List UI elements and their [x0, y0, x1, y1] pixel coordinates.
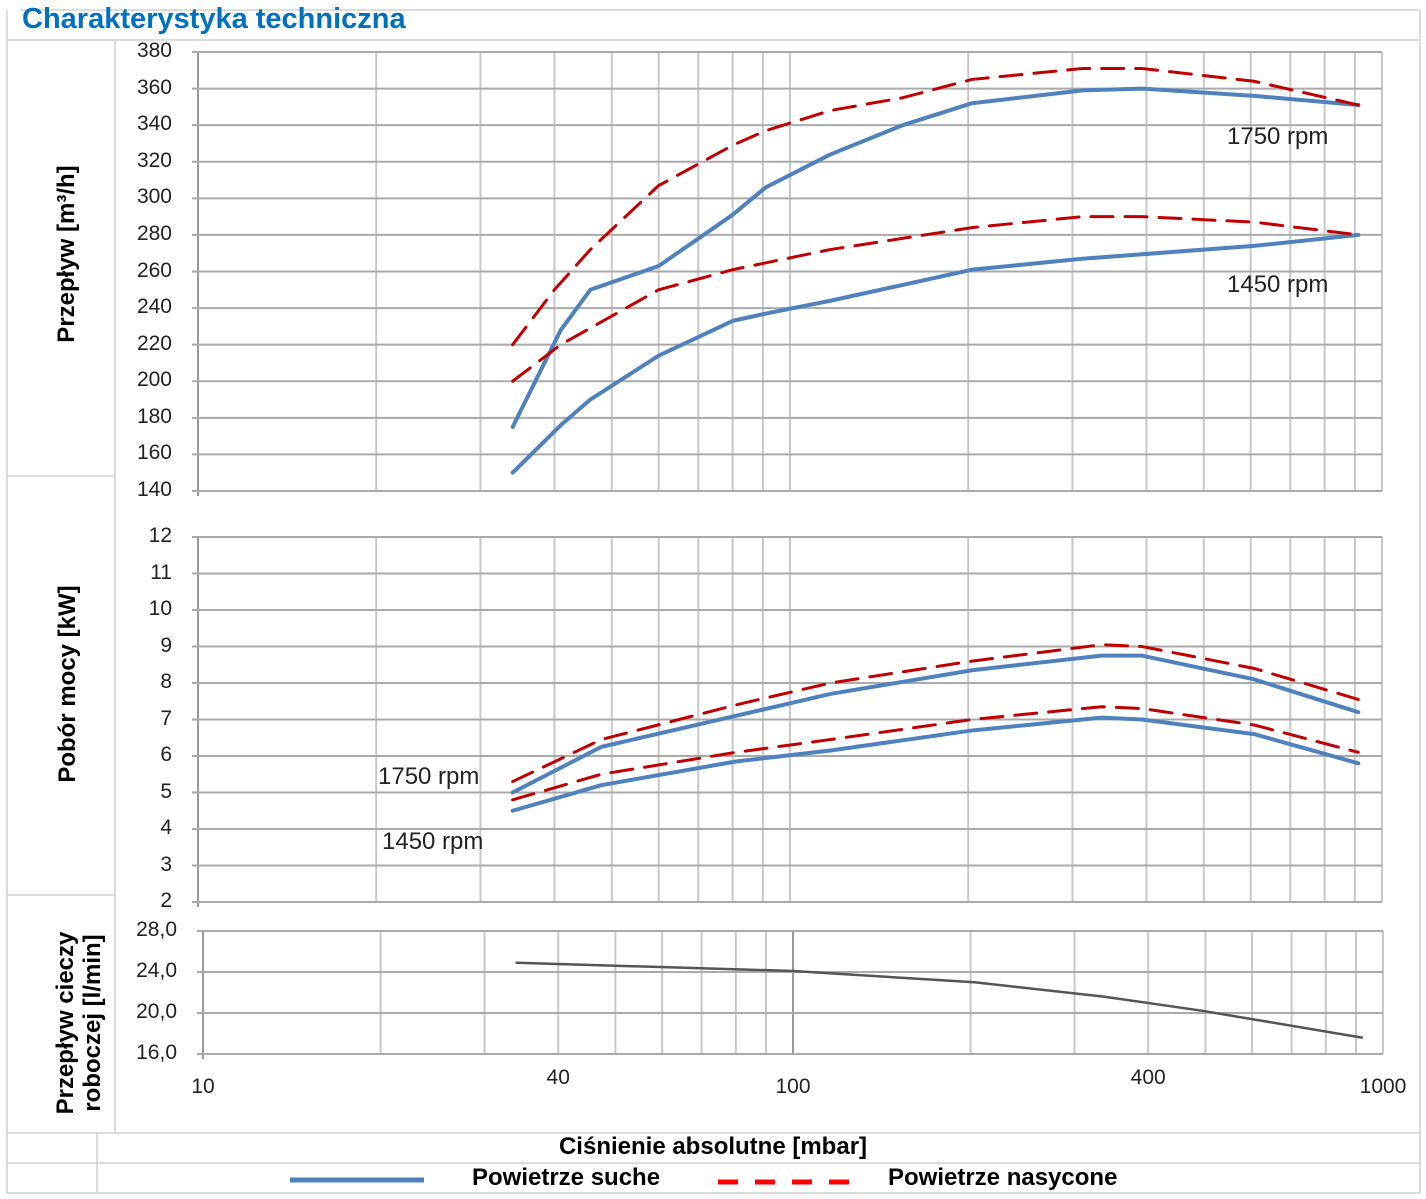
y-tick-label: 24,0: [136, 959, 177, 982]
y-tick-label: 340: [136, 112, 172, 136]
x-tick-label: 10: [191, 1075, 215, 1098]
annotation-1750-rpm: 1750 rpm: [378, 763, 480, 790]
series-line-dry: [510, 232, 1361, 475]
legend-dry-label: Powietrze suche: [472, 1164, 661, 1191]
series-line-dry: [510, 86, 1361, 429]
annotation-1450-rpm: 1450 rpm: [382, 828, 484, 855]
series-line-dry: [510, 653, 1361, 795]
series-line-wet: [511, 705, 1360, 802]
annotation-1450-rpm: 1450 rpm: [1227, 271, 1329, 298]
y-tick-label: 320: [136, 148, 172, 172]
annotation-1750-rpm: 1750 rpm: [1227, 123, 1329, 150]
x-tick-label: 1000: [1359, 1075, 1407, 1098]
y-tick-label: 28,0: [136, 918, 177, 941]
top-y-axis-label: Przepływ [m³/h]: [53, 165, 80, 343]
mid-y-axis-label: Pobór mocy [kW]: [54, 585, 81, 783]
y-tick-label: 20,0: [136, 1000, 177, 1023]
y-tick-label: 140: [136, 478, 172, 501]
y-tick-label: 8: [160, 670, 172, 693]
y-tick-label: 7: [160, 706, 172, 730]
x-tick-label: 400: [1130, 1066, 1166, 1089]
series-line-liquid: [515, 961, 1364, 1039]
y-tick-label: 300: [136, 185, 172, 209]
series-line-dry: [510, 715, 1361, 813]
legend-wet-label: Powietrze nasycone: [888, 1164, 1118, 1191]
y-tick-label: 3: [160, 852, 172, 876]
series-line-wet: [511, 66, 1360, 347]
y-tick-label: 380: [136, 39, 172, 62]
y-tick-label: 4: [160, 816, 172, 839]
y-tick-label: 10: [148, 597, 172, 620]
x-axis-label: Ciśnienie absolutne [mbar]: [558, 1133, 868, 1160]
series-line-wet: [511, 215, 1360, 383]
y-tick-label: 220: [136, 331, 172, 355]
y-tick-label: 180: [136, 404, 172, 428]
y-tick-label: 240: [136, 295, 172, 319]
series-line-wet: [511, 643, 1360, 784]
page-title: Charakterystyka techniczna: [22, 3, 406, 35]
y-tick-label: 11: [150, 560, 172, 584]
y-tick-label: 2: [160, 889, 172, 912]
y-tick-label: 9: [160, 633, 172, 657]
y-tick-label: 16,0: [136, 1041, 177, 1064]
y-tick-label: 260: [136, 258, 172, 282]
x-tick-label: 100: [775, 1075, 811, 1098]
y-tick-label: 360: [136, 75, 172, 99]
y-tick-label: 280: [136, 221, 172, 245]
y-tick-label: 200: [136, 368, 172, 392]
y-tick-label: 5: [160, 779, 172, 803]
y-tick-label: 12: [148, 524, 172, 547]
bottom-y-axis-label: Przepływ cieczy roboczej [l/min]: [52, 931, 106, 1115]
y-tick-label: 6: [160, 743, 172, 766]
x-tick-label: 40: [546, 1066, 570, 1089]
y-tick-label: 160: [136, 441, 172, 465]
